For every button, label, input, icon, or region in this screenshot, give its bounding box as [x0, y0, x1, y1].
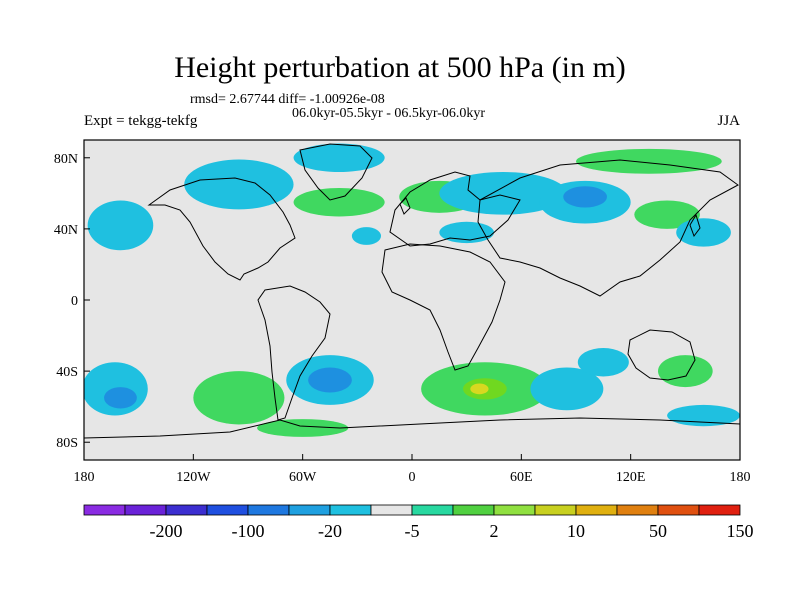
colorbar-swatch	[165, 504, 208, 516]
y-tick-label: 40S	[56, 365, 78, 380]
contour-region-w-atlantic-blue	[351, 227, 382, 245]
uk-coast	[399, 197, 411, 215]
contour-region-s-indian-blue	[530, 367, 604, 411]
australia-coast	[627, 329, 696, 381]
x-tick-label: 180	[730, 470, 751, 485]
colorbar-label: -200	[150, 521, 183, 541]
contour-region-asia-core	[563, 186, 607, 208]
chart-title: Height perturbation at 500 hPa (in m)	[174, 51, 626, 84]
colorbar-swatch	[657, 504, 700, 516]
colorbar-label: -20	[318, 521, 342, 541]
x-tick-label: 120W	[176, 470, 211, 485]
rmsd-subtitle: rmsd= 2.67744 diff= -1.00926e-08	[190, 92, 385, 107]
x-axis: 180 120W 60W 0 60E 120E 180	[74, 454, 751, 485]
asia-coast	[477, 159, 739, 297]
colorbar-swatch	[493, 504, 536, 516]
europe-coast	[389, 171, 521, 247]
colorbar-label: 150	[727, 521, 754, 541]
colorbar-label: -5	[405, 521, 420, 541]
x-tick-label: 0	[409, 470, 416, 485]
colorbar-swatch	[83, 504, 126, 516]
greenland-coast	[299, 143, 373, 201]
contour-region-s-indian-max	[470, 383, 489, 395]
south-america-coast	[257, 285, 331, 421]
contour-region-s-atlantic-core	[308, 367, 352, 393]
contour-region-e-australia-green	[658, 355, 713, 388]
colorbar-swatch	[534, 504, 577, 516]
colorbar: -200 -100 -20 -5 2 10 50 150	[83, 504, 754, 541]
season-label: JJA	[717, 113, 740, 129]
colorbar-label: 10	[567, 521, 585, 541]
x-tick-label: 180	[74, 470, 95, 485]
colorbar-swatch	[288, 504, 331, 516]
period-subtitle: 06.0kyr-05.5kyr - 06.5kyr-06.0kyr	[292, 106, 486, 121]
x-tick-label: 60W	[289, 470, 317, 485]
colorbar-swatch	[329, 504, 372, 516]
y-tick-label: 40N	[54, 223, 78, 238]
antarctica-coast	[84, 417, 740, 439]
contour-region-antarctic-green	[257, 419, 349, 437]
colorbar-swatch	[575, 504, 618, 516]
colorbar-swatch	[124, 504, 167, 516]
colorbar-label: 50	[649, 521, 667, 541]
coastlines	[84, 143, 740, 439]
x-tick-label: 120E	[616, 470, 646, 485]
colorbar-swatch	[370, 504, 413, 516]
contour-region-n-pacific-blue	[87, 200, 154, 251]
colorbar-swatch	[616, 504, 659, 516]
africa-coast	[381, 243, 506, 371]
japan-coast	[689, 213, 701, 238]
y-tick-label: 80N	[54, 152, 78, 167]
y-tick-label: 80S	[56, 436, 78, 451]
colorbar-swatch	[206, 504, 249, 516]
colorbar-swatch	[698, 504, 741, 516]
experiment-label: Expt = tekgg-tekfg	[84, 113, 198, 129]
contour-region-n-atlantic-green	[293, 188, 385, 217]
colorbar-swatch	[452, 504, 495, 516]
contour-region-arctic-green	[576, 148, 722, 174]
contour-region-e-asia-green	[634, 200, 700, 229]
colorbar-label: 2	[490, 521, 499, 541]
north-america-coast	[147, 177, 296, 281]
colorbar-swatch	[247, 504, 290, 516]
contour-region-s-pacific-green	[193, 371, 285, 425]
contour-region-europe-blue	[439, 172, 567, 215]
contour-region-arctic-blue	[293, 143, 385, 172]
contour-region-n-america-blue	[184, 159, 294, 210]
contour-region-w-australia-blue	[577, 348, 629, 377]
x-tick-label: 60E	[510, 470, 533, 485]
y-tick-label: 0	[71, 294, 78, 309]
contour-fields	[84, 143, 740, 437]
y-axis: 80N 40N 0 40S 80S	[54, 152, 90, 451]
colorbar-swatch	[411, 504, 454, 516]
contour-region-pacific-sw-core	[104, 387, 137, 409]
colorbar-label: -100	[232, 521, 265, 541]
